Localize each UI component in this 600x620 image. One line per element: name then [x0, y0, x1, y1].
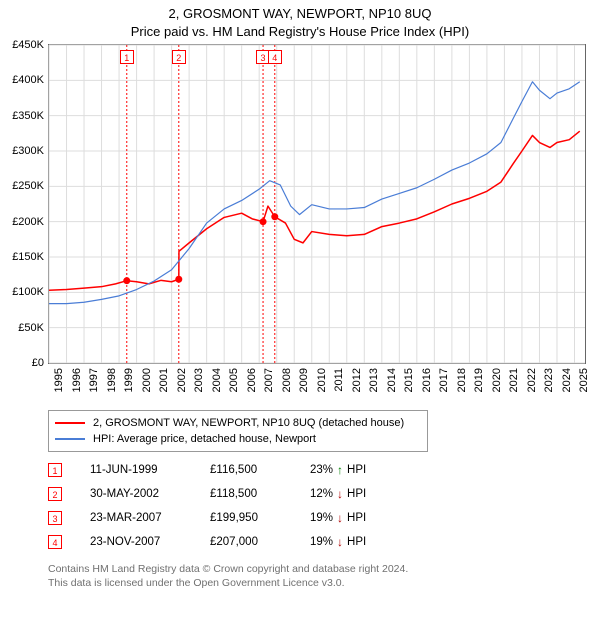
x-tick-label: 2025 — [578, 368, 590, 392]
y-tick-label: £450K — [0, 39, 44, 51]
x-tick-label: 2011 — [333, 368, 345, 392]
x-tick-label: 2007 — [263, 368, 275, 392]
sales-table: 111-JUN-1999£116,50023%↑HPI230-MAY-2002£… — [48, 458, 468, 554]
legend-swatch-subject — [55, 422, 85, 424]
legend-label-hpi: HPI: Average price, detached house, Newp… — [93, 433, 316, 445]
x-tick-label: 2016 — [421, 368, 433, 392]
sale-index-box: 1 — [48, 463, 62, 477]
x-tick-label: 2012 — [351, 368, 363, 392]
y-tick-label: £200K — [0, 216, 44, 228]
x-tick-label: 1995 — [53, 368, 65, 392]
arrow-down-icon: ↓ — [337, 487, 343, 501]
sale-delta-vs: HPI — [347, 536, 366, 548]
sale-index-box: 2 — [48, 487, 62, 501]
arrow-up-icon: ↑ — [337, 463, 343, 477]
title-line2: Price paid vs. HM Land Registry's House … — [0, 24, 600, 40]
sale-marker-1: 1 — [120, 50, 134, 64]
sale-index-box: 3 — [48, 511, 62, 525]
sale-delta-pct: 19% — [310, 512, 333, 524]
sale-date: 11-JUN-1999 — [90, 464, 210, 476]
sale-delta: 12% ↓ HPI — [310, 487, 420, 501]
y-tick-label: £300K — [0, 145, 44, 157]
footer-line2: This data is licensed under the Open Gov… — [48, 576, 558, 590]
x-tick-label: 2022 — [526, 368, 538, 392]
legend-item-subject: 2, GROSMONT WAY, NEWPORT, NP10 8UQ (deta… — [55, 415, 421, 431]
y-tick-label: £250K — [0, 180, 44, 192]
sale-row: 2 30-MAY-2002£118,50012% ↓ HPI — [48, 482, 468, 506]
x-tick-label: 2018 — [456, 368, 468, 392]
x-tick-label: 2009 — [298, 368, 310, 392]
x-tick-label: 2024 — [561, 368, 573, 392]
sale-delta: 19% ↓ HPI — [310, 535, 420, 549]
sale-price: £199,950 — [210, 512, 310, 524]
sale-delta-vs: HPI — [347, 488, 366, 500]
sale-price: £118,500 — [210, 488, 310, 500]
legend-item-hpi: HPI: Average price, detached house, Newp… — [55, 431, 421, 447]
y-tick-label: £150K — [0, 251, 44, 263]
sale-delta: 23% ↑ HPI — [310, 463, 420, 477]
x-tick-label: 2003 — [193, 368, 205, 392]
x-tick-label: 2008 — [281, 368, 293, 392]
chart-container: 2, GROSMONT WAY, NEWPORT, NP10 8UQ Price… — [0, 0, 600, 620]
footer: Contains HM Land Registry data © Crown c… — [48, 562, 558, 590]
y-tick-label: £350K — [0, 110, 44, 122]
x-tick-label: 2005 — [228, 368, 240, 392]
sale-row: 4 23-NOV-2007£207,00019% ↓ HPI — [48, 530, 468, 554]
sale-marker-2: 2 — [172, 50, 186, 64]
arrow-down-icon: ↓ — [337, 511, 343, 525]
chart-svg — [49, 45, 585, 363]
y-tick-label: £0 — [0, 357, 44, 369]
sale-price: £116,500 — [210, 464, 310, 476]
x-tick-label: 2004 — [211, 368, 223, 392]
x-tick-label: 1999 — [123, 368, 135, 392]
y-tick-label: £400K — [0, 74, 44, 86]
arrow-down-icon: ↓ — [337, 535, 343, 549]
x-tick-label: 2020 — [491, 368, 503, 392]
sale-delta-pct: 12% — [310, 488, 333, 500]
x-tick-label: 1998 — [106, 368, 118, 392]
x-tick-label: 2021 — [508, 368, 520, 392]
sale-date: 23-MAR-2007 — [90, 512, 210, 524]
legend-swatch-hpi — [55, 438, 85, 440]
x-tick-label: 2000 — [141, 368, 153, 392]
footer-line1: Contains HM Land Registry data © Crown c… — [48, 562, 558, 576]
x-tick-label: 2023 — [543, 368, 555, 392]
x-tick-label: 2002 — [176, 368, 188, 392]
legend-label-subject: 2, GROSMONT WAY, NEWPORT, NP10 8UQ (deta… — [93, 417, 404, 429]
sale-marker-4: 4 — [268, 50, 282, 64]
sale-index-box: 4 — [48, 535, 62, 549]
x-tick-label: 2006 — [246, 368, 258, 392]
x-tick-label: 2014 — [386, 368, 398, 392]
legend: 2, GROSMONT WAY, NEWPORT, NP10 8UQ (deta… — [48, 410, 428, 452]
sale-delta: 19% ↓ HPI — [310, 511, 420, 525]
sale-delta-vs: HPI — [347, 464, 366, 476]
sale-date: 23-NOV-2007 — [90, 536, 210, 548]
sale-price: £207,000 — [210, 536, 310, 548]
x-tick-label: 1996 — [71, 368, 83, 392]
x-tick-label: 1997 — [88, 368, 100, 392]
x-tick-label: 2019 — [473, 368, 485, 392]
y-tick-label: £100K — [0, 286, 44, 298]
x-tick-label: 2001 — [158, 368, 170, 392]
sale-row: 1 11-JUN-1999£116,50023% ↑ HPI — [48, 458, 468, 482]
sale-delta-pct: 23% — [310, 464, 333, 476]
y-tick-label: £50K — [0, 322, 44, 334]
sale-delta-vs: HPI — [347, 512, 366, 524]
title-block: 2, GROSMONT WAY, NEWPORT, NP10 8UQ Price… — [0, 0, 600, 40]
sale-delta-pct: 19% — [310, 536, 333, 548]
x-tick-label: 2017 — [438, 368, 450, 392]
x-tick-label: 2013 — [368, 368, 380, 392]
sale-row: 3 23-MAR-2007£199,95019% ↓ HPI — [48, 506, 468, 530]
x-tick-label: 2010 — [316, 368, 328, 392]
chart-plot-area — [48, 44, 586, 364]
x-tick-label: 2015 — [403, 368, 415, 392]
sale-date: 30-MAY-2002 — [90, 488, 210, 500]
title-line1: 2, GROSMONT WAY, NEWPORT, NP10 8UQ — [0, 6, 600, 22]
